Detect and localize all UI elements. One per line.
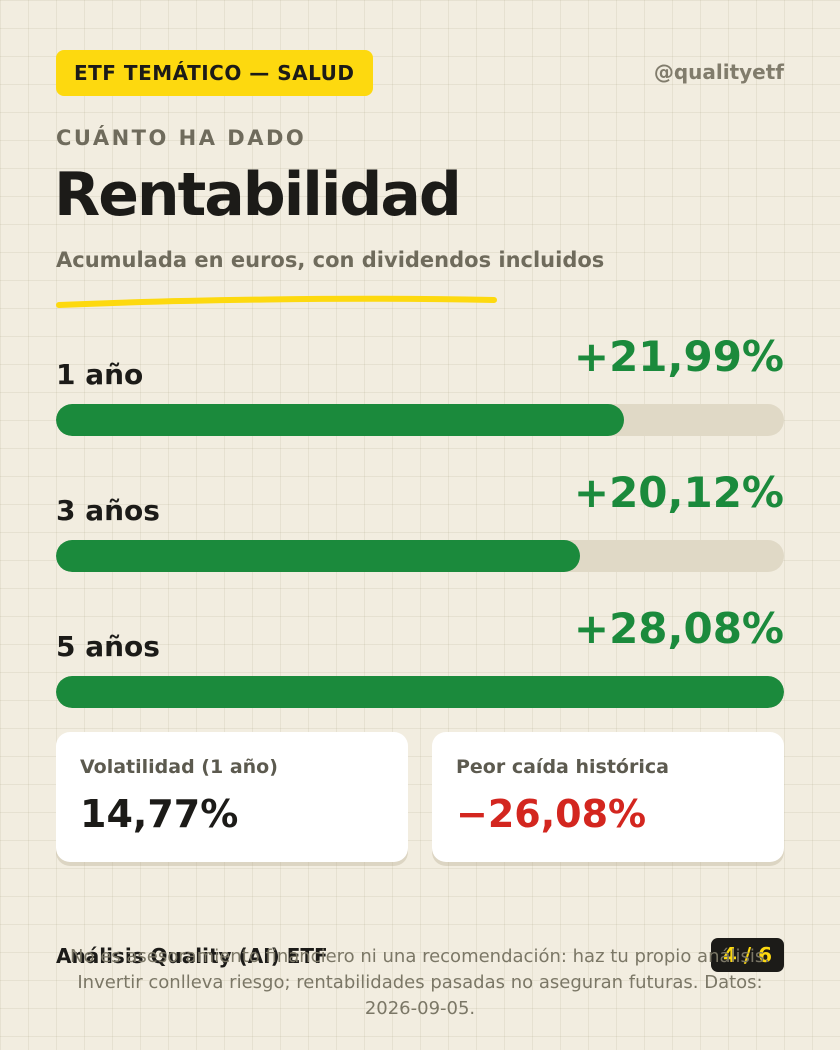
return-bar-track — [56, 404, 784, 436]
return-bar-fill — [56, 404, 624, 436]
return-row-5-years: 5 años +28,08% — [56, 604, 784, 732]
category-badge: ETF TEMÁTICO — SALUD — [56, 50, 373, 96]
return-value: +21,99% — [573, 332, 784, 381]
return-value: +28,08% — [573, 604, 784, 653]
max-drawdown-card: Peor caída histórica −26,08% — [432, 732, 784, 862]
return-row-3-years: 3 años +20,12% — [56, 468, 784, 596]
return-bar-fill — [56, 540, 581, 572]
disclaimer: No es asesoramiento financiero ni una re… — [56, 944, 784, 1022]
return-row-1-year: 1 año +21,99% — [56, 332, 784, 460]
metric-label: Volatilidad (1 año) — [80, 756, 278, 778]
return-period-label: 1 año — [56, 358, 144, 391]
disclaimer-line: Invertir conlleva riesgo; rentabilidades… — [77, 972, 763, 1019]
disclaimer-line: No es asesoramiento financiero ni una re… — [70, 946, 770, 967]
return-bar-track — [56, 540, 784, 572]
page-title: Rentabilidad — [54, 160, 462, 230]
section-eyebrow: CUÁNTO HA DADO — [56, 126, 307, 150]
metric-value: 14,77% — [80, 792, 239, 836]
return-value: +20,12% — [573, 468, 784, 517]
account-handle: @qualityetf — [653, 60, 784, 84]
page-indicator: 4 / 6 — [710, 938, 784, 972]
footer-brand: Análisis Quality (AI) ETF — [56, 944, 328, 968]
volatility-card: Volatilidad (1 año) 14,77% — [56, 732, 408, 862]
return-period-label: 3 años — [56, 494, 160, 527]
category-badge-label: ETF TEMÁTICO — SALUD — [74, 61, 355, 85]
return-bar-fill — [56, 676, 784, 708]
page-subtitle: Acumulada en euros, con dividendos inclu… — [56, 248, 605, 272]
highlight-underline — [56, 295, 497, 308]
return-period-label: 5 años — [56, 630, 160, 663]
metric-label: Peor caída histórica — [456, 756, 669, 778]
metric-value: −26,08% — [456, 792, 647, 836]
return-bar-track — [56, 676, 784, 708]
